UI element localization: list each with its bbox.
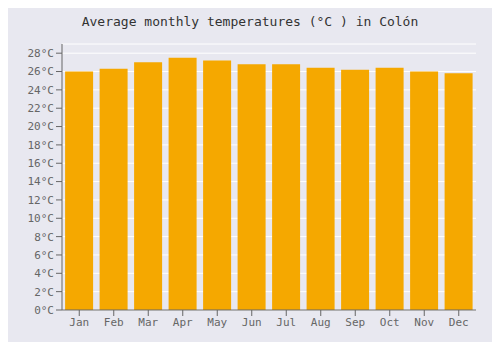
svg-text:20°C: 20°C bbox=[28, 120, 55, 133]
svg-text:24°C: 24°C bbox=[28, 84, 55, 97]
svg-text:Sep: Sep bbox=[345, 316, 365, 329]
svg-text:22°C: 22°C bbox=[28, 102, 55, 115]
svg-text:18°C: 18°C bbox=[28, 139, 55, 152]
svg-text:4°C: 4°C bbox=[34, 267, 54, 280]
svg-text:14°C: 14°C bbox=[28, 175, 55, 188]
svg-text:28°C: 28°C bbox=[28, 47, 55, 60]
svg-text:16°C: 16°C bbox=[28, 157, 55, 170]
svg-text:Dec: Dec bbox=[449, 316, 469, 329]
svg-text:Jan: Jan bbox=[69, 316, 89, 329]
svg-text:Nov: Nov bbox=[414, 316, 434, 329]
html-text:Average monthly temperatures (: Average monthly temperatures (°C ) in Co… bbox=[81, 14, 419, 29]
svg-text:Feb: Feb bbox=[104, 316, 124, 329]
svg-text:Oct: Oct bbox=[380, 316, 400, 329]
svg-text:2°C: 2°C bbox=[34, 286, 54, 299]
svg-text:0°C: 0°C bbox=[34, 304, 54, 317]
svg-text:May: May bbox=[207, 316, 227, 329]
svg-text:6°C: 6°C bbox=[34, 249, 54, 262]
svg-text:Aug: Aug bbox=[311, 316, 331, 329]
svg-text:Jun: Jun bbox=[242, 316, 262, 329]
svg-text:10°C: 10°C bbox=[28, 212, 55, 225]
svg-text:8°C: 8°C bbox=[34, 231, 54, 244]
svg-text:26°C: 26°C bbox=[28, 65, 55, 78]
svg-text:Mar: Mar bbox=[138, 316, 158, 329]
svg-text:Jul: Jul bbox=[276, 316, 296, 329]
svg-text:12°C: 12°C bbox=[28, 194, 55, 207]
svg-text:Apr: Apr bbox=[173, 316, 193, 329]
